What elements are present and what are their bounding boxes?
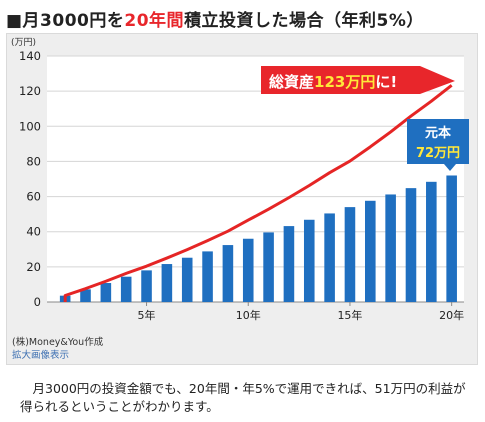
x-tick-label: 20年	[439, 308, 464, 322]
y-tick-label: 0	[34, 295, 41, 309]
total-prefix: 総資産	[269, 73, 314, 91]
bar	[344, 207, 356, 302]
y-tick-label: 80	[26, 154, 41, 168]
y-tick-label: 120	[19, 84, 41, 98]
chart-area: 0 20 40 60 80 100 120 140 5年 10年 15年 20年 (万円) 総資産12…	[7, 34, 477, 334]
enlarge-image-link[interactable]: 拡大画像表示	[12, 350, 70, 361]
y-unit-label: (万円)	[11, 37, 36, 48]
bar	[202, 251, 213, 302]
principal-callout: 元本 72万円	[407, 119, 469, 171]
bar	[100, 283, 112, 302]
bar	[141, 270, 152, 302]
y-tick-label: 20	[26, 260, 41, 274]
bar	[303, 219, 315, 302]
title-highlight: 20年間	[124, 11, 185, 31]
chart-svg: 0 20 40 60 80 100 120 140 5年 10年 15年 20年 (万円) 総資産12…	[11, 37, 469, 322]
total-asset-line	[63, 84, 453, 302]
bar	[385, 194, 396, 302]
y-tick-label: 60	[26, 190, 41, 204]
credit: (株)Money&You作成 拡大画像表示	[12, 336, 103, 362]
principal-line2: 72万円	[416, 146, 460, 161]
bar	[283, 226, 295, 302]
total-value: 123万円	[314, 73, 375, 91]
total-suffix: に!	[375, 73, 397, 91]
total-callout-text: 総資産123万円に!	[269, 73, 397, 91]
bar	[426, 181, 437, 302]
bar	[365, 200, 376, 302]
bar	[181, 257, 193, 302]
bar	[80, 289, 91, 302]
total-callout: 総資産123万円に!	[261, 66, 455, 94]
y-tick-label: 140	[19, 49, 41, 63]
bar	[222, 245, 234, 302]
bar	[242, 238, 254, 302]
chart-title: ■月3000円を20年間積立投資した場合（年利5%）	[6, 6, 424, 31]
x-tick-label: 15年	[337, 308, 362, 322]
x-tick-label: 10年	[236, 308, 261, 322]
principal-line1: 元本	[425, 125, 451, 141]
y-tick-label: 40	[26, 225, 41, 239]
caption-text: 月3000円の投資金額でも、20年間・年5%で運用できれば、51万円の利益が得ら…	[20, 381, 466, 414]
chart-panel: 0 20 40 60 80 100 120 140 5年 10年 15年 20年 (万円) 総資産12…	[6, 33, 478, 365]
source-credit: (株)Money&You作成	[12, 337, 104, 348]
title-suffix: 積立投資した場合（年利5%）	[184, 11, 424, 31]
bar	[120, 276, 132, 302]
title-prefix: ■月3000円を	[6, 11, 125, 31]
bar	[324, 213, 335, 302]
bar	[263, 232, 274, 302]
bar	[446, 175, 457, 302]
bar	[161, 264, 173, 302]
bar	[405, 188, 417, 302]
x-tick-label: 5年	[138, 308, 156, 322]
y-tick-label: 100	[19, 119, 41, 133]
